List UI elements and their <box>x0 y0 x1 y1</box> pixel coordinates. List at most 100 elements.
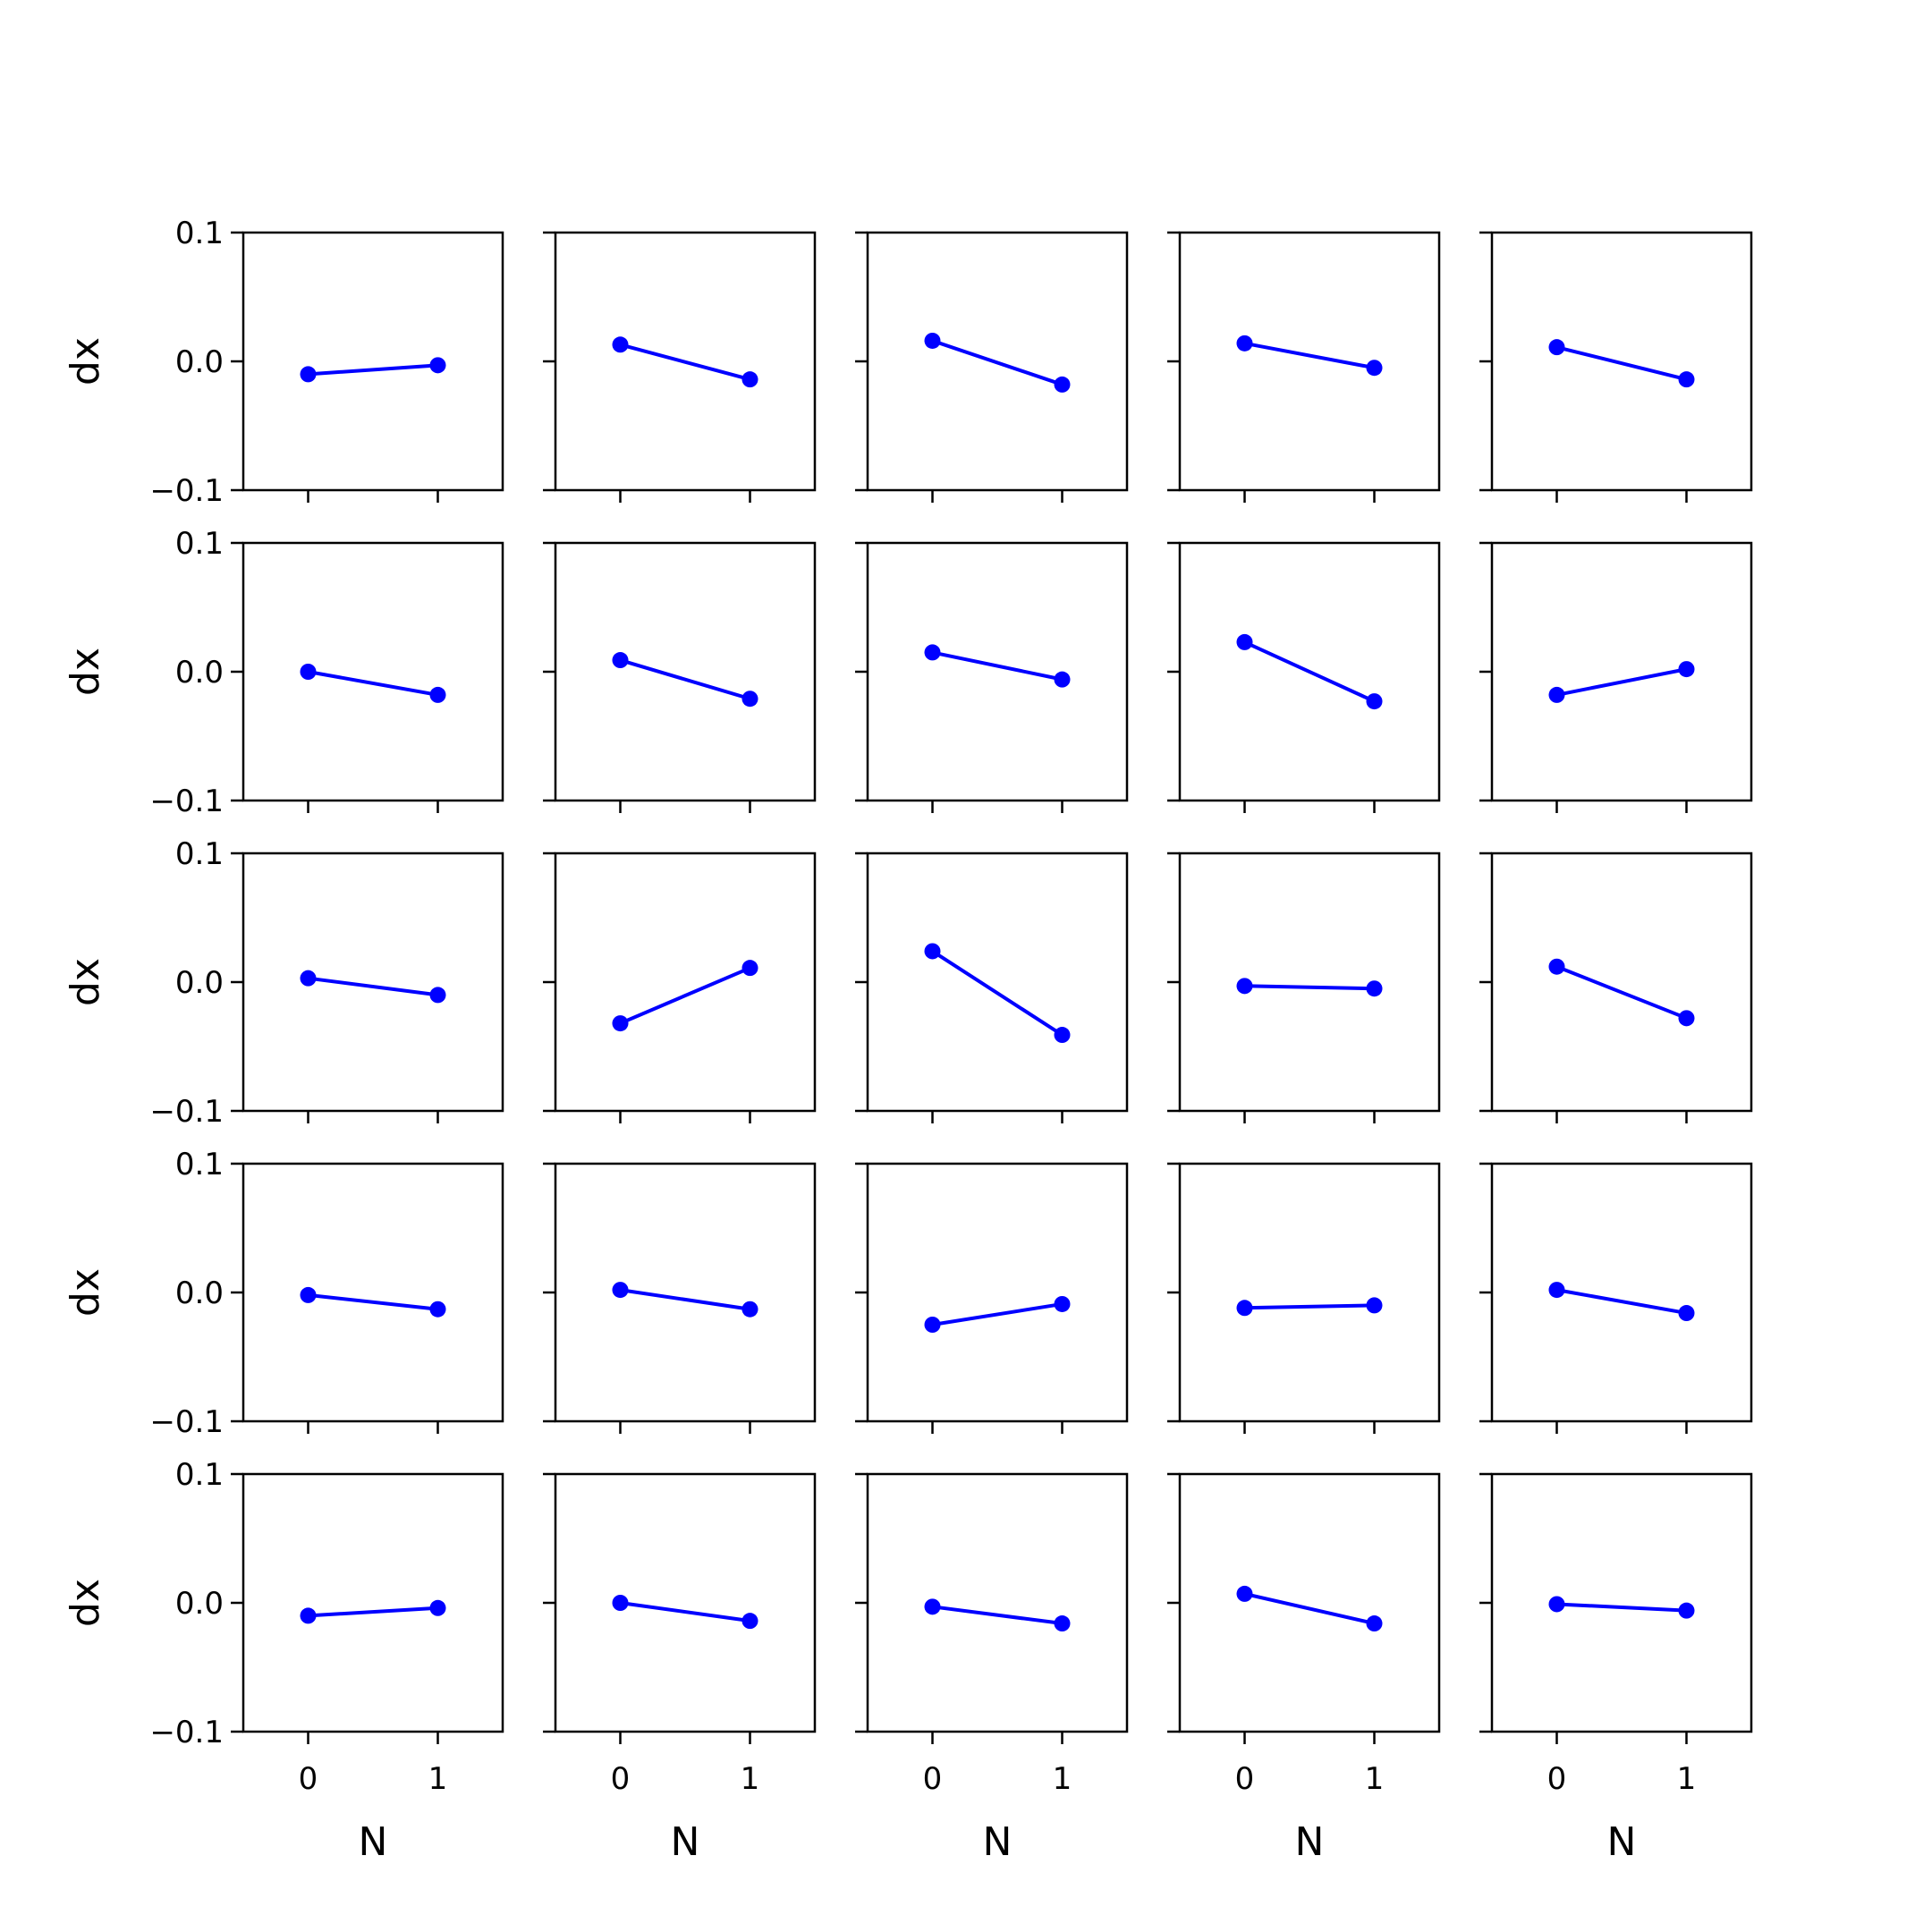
axes-frame <box>554 852 817 1113</box>
x-axis-label: N <box>1607 1819 1637 1865</box>
series-line <box>1244 341 1375 370</box>
series-line <box>620 1288 750 1311</box>
y-tick-label: −0.1 <box>149 1404 224 1440</box>
data-point <box>300 664 317 680</box>
data-point <box>429 357 446 374</box>
data-point <box>1678 1602 1695 1619</box>
panel-grid: 0.10.0−0.1dx0.10.0−0.1dx0.10.0−0.1dx0.10… <box>63 216 1753 1865</box>
data-point <box>924 1598 941 1615</box>
series-line <box>1555 964 1688 1021</box>
data-point <box>924 332 941 349</box>
series-line <box>1556 667 1687 697</box>
series-line <box>932 650 1063 682</box>
data-point <box>612 336 629 353</box>
panel-r4-c3: 0 1 N <box>1167 1472 1441 1865</box>
x-axis-label: N <box>983 1819 1013 1865</box>
panel-r3-c1 <box>543 1162 817 1434</box>
axes-frame <box>554 1472 817 1733</box>
y-tick-label: −0.1 <box>149 1094 224 1130</box>
axes-frame <box>554 541 817 802</box>
y-tick-label: 0.1 <box>175 1147 224 1182</box>
y-tick-label: 0.1 <box>175 216 224 251</box>
data-point <box>1054 1295 1071 1312</box>
data-point <box>300 970 317 987</box>
data-point <box>1054 1027 1071 1044</box>
series-line <box>308 670 438 697</box>
data-point <box>612 1282 629 1299</box>
series-line <box>1244 1591 1375 1625</box>
data-point <box>300 1286 317 1303</box>
y-tick-label: 0.0 <box>175 1586 224 1622</box>
data-point <box>1236 978 1253 995</box>
series-line <box>308 976 438 997</box>
series-line <box>1244 984 1375 991</box>
x-tick-label: 1 <box>1053 1761 1072 1797</box>
data-point <box>1366 360 1383 377</box>
series-line <box>308 1292 438 1311</box>
panel-r3-c2 <box>855 1162 1129 1434</box>
data-point <box>612 1595 629 1611</box>
x-tick-label: 0 <box>299 1761 318 1797</box>
data-point <box>429 686 446 703</box>
series-line <box>308 363 438 377</box>
data-point <box>1678 1010 1695 1027</box>
data-point <box>741 960 758 977</box>
panel-r4-c4: 0 1 N <box>1479 1472 1753 1865</box>
panel-r2-c4 <box>1479 852 1753 1123</box>
axes-frame <box>242 852 504 1113</box>
data-point <box>1366 1297 1383 1314</box>
x-tick-label: 0 <box>611 1761 631 1797</box>
axes-frame <box>1178 231 1441 492</box>
x-tick-label: 1 <box>1677 1761 1697 1797</box>
data-point <box>612 1015 629 1032</box>
x-tick-label: 0 <box>1547 1761 1567 1797</box>
data-point <box>429 1301 446 1318</box>
y-tick-label: −0.1 <box>149 1715 224 1750</box>
data-point <box>1548 339 1565 356</box>
axes-frame <box>242 1162 504 1423</box>
data-point <box>1678 1305 1695 1322</box>
data-point <box>924 644 941 661</box>
axes-frame <box>866 541 1129 802</box>
y-tick-label: 0.0 <box>175 965 224 1001</box>
panel-r0-c4 <box>1479 231 1753 503</box>
data-point <box>1366 1615 1383 1632</box>
y-axis-label: dx <box>63 1579 108 1627</box>
series-line <box>620 1601 750 1623</box>
data-point <box>1548 1596 1565 1613</box>
y-tick-label: 0.0 <box>175 655 224 691</box>
axes-frame <box>242 1472 504 1733</box>
panel-r2-c1 <box>543 852 817 1123</box>
axes-frame <box>1490 1162 1753 1423</box>
series-line <box>932 1605 1063 1626</box>
data-point <box>1236 335 1253 352</box>
panel-r4-c0: 0.1 0.0 −0.1 0 1 dx N <box>63 1457 504 1865</box>
series-line <box>931 949 1063 1037</box>
x-axis-label: N <box>671 1819 700 1865</box>
series-line <box>1556 1602 1687 1613</box>
panel-r1-c3 <box>1167 541 1441 813</box>
series-line <box>1556 345 1687 382</box>
panel-r3-c4 <box>1479 1162 1753 1434</box>
data-point <box>1366 693 1383 710</box>
data-point <box>1236 1300 1253 1317</box>
axes-frame <box>1490 852 1753 1113</box>
data-point <box>741 1301 758 1318</box>
axes-frame <box>866 231 1129 492</box>
x-axis-label: N <box>1295 1819 1325 1865</box>
panel-r0-c2 <box>855 231 1129 503</box>
data-point <box>429 987 446 1004</box>
data-point <box>612 652 629 669</box>
data-point <box>1548 686 1565 703</box>
x-tick-label: 0 <box>1235 1761 1255 1797</box>
data-point <box>1236 633 1253 650</box>
panel-r4-c1: 0 1 N <box>543 1472 817 1865</box>
y-tick-label: 0.0 <box>175 344 224 380</box>
axes-frame <box>1178 852 1441 1113</box>
panel-r2-c0: 0.1 0.0 −0.1 dx <box>63 836 504 1130</box>
series-line <box>932 1301 1063 1326</box>
data-point <box>1548 1282 1565 1299</box>
panel-r1-c0: 0.1 0.0 −0.1 dx <box>63 526 504 819</box>
axes-frame <box>866 852 1129 1113</box>
axes-frame <box>554 231 817 492</box>
